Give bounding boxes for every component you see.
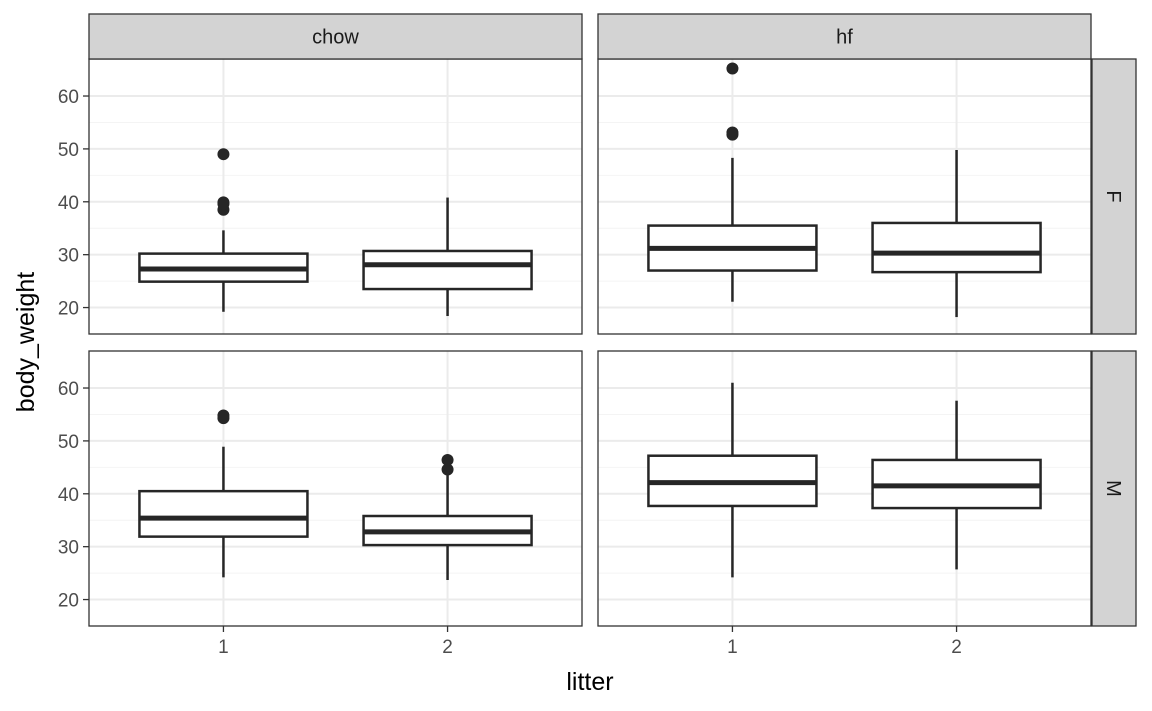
panel-background [89, 59, 582, 334]
panels-layer [88, 58, 1092, 627]
y-tick-label: 20 [58, 299, 79, 320]
strip-background [88, 13, 583, 60]
y-tick-label: 20 [58, 591, 79, 612]
box-chow-F-litter-1 [138, 148, 309, 312]
y-axis-title: body_weight [12, 272, 40, 412]
panel-hf-F [597, 58, 1092, 335]
x-tick-label: 2 [951, 637, 962, 658]
outlier-point [217, 409, 230, 422]
panel-border [597, 350, 1092, 627]
box-chow-F-litter-2 [362, 197, 533, 317]
y-tick-label: 40 [58, 485, 79, 506]
strip-column-chow: chow [88, 13, 583, 60]
box-iqr [138, 489, 309, 538]
box-iqr [362, 249, 533, 291]
y-tick-label: 30 [58, 538, 79, 559]
y-tick-label: 40 [58, 193, 79, 214]
x-tick-label: 1 [727, 637, 738, 658]
strip-row-F: F [1091, 58, 1137, 335]
x-axis-title: litter [566, 668, 613, 696]
panel-border [88, 350, 583, 627]
strip-label: hf [836, 27, 853, 49]
strip-label: M [1102, 480, 1124, 497]
panel-background [89, 351, 582, 626]
strip-background [1091, 350, 1137, 627]
strip-background [597, 13, 1092, 60]
box-hf-F-litter-2 [871, 149, 1042, 318]
box-hf-M-litter-2 [871, 400, 1042, 570]
strip-column-hf: hf [597, 13, 1092, 60]
panel-background [598, 59, 1091, 334]
y-tick-label: 60 [58, 87, 79, 108]
outlier-point [726, 62, 739, 75]
outlier-point [726, 126, 739, 139]
strip-row-M: M [1091, 350, 1137, 627]
panel-chow-F [88, 58, 583, 335]
outlier-point [441, 463, 454, 476]
outlier-point [217, 148, 230, 161]
box-chow-M-litter-1 [138, 409, 309, 578]
y-tick-label: 30 [58, 246, 79, 267]
y-axis-row-M: 20 30 40 50 60 [58, 379, 89, 612]
panel-hf-M [597, 350, 1092, 627]
y-tick-label: 60 [58, 379, 79, 400]
box-iqr [871, 221, 1042, 274]
strip-label: F [1102, 190, 1124, 202]
box-hf-M-litter-1 [647, 382, 818, 578]
strip-background [1091, 58, 1137, 335]
panel-chow-M [88, 350, 583, 627]
outlier-point [441, 453, 454, 466]
box-chow-M-litter-2 [362, 453, 533, 580]
outlier-point [217, 196, 230, 209]
box-hf-F-litter-1 [647, 62, 818, 302]
y-tick-label: 50 [58, 140, 79, 161]
x-tick-label: 1 [218, 637, 229, 658]
y-axis-row-F: 20 30 40 50 60 [58, 87, 89, 320]
x-tick-label: 2 [442, 637, 453, 658]
y-tick-label: 50 [58, 432, 79, 453]
facet-strips: chow hf F M [88, 13, 1137, 627]
strip-label: chow [312, 27, 359, 49]
